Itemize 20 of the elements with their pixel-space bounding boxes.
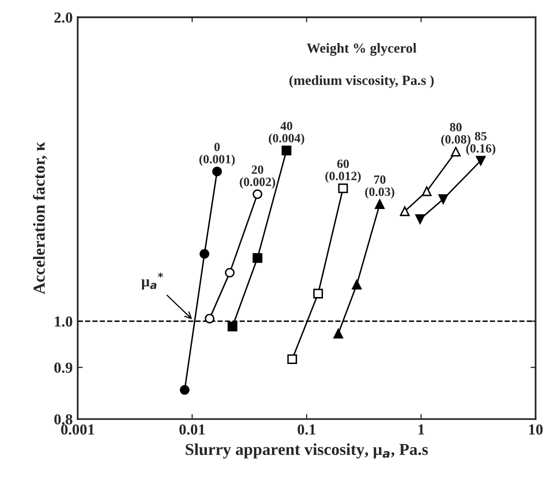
series-label: 0 (0.001) bbox=[199, 142, 235, 166]
x-axis-title: Slurry apparent viscosity, μ$_{a}$, Pa.s bbox=[186, 443, 428, 458]
y-axis-title: Acceleration factor, κ bbox=[32, 142, 48, 294]
series-label: 70 (0.03) bbox=[365, 175, 394, 199]
y-tick-label: 0.9 bbox=[54, 362, 72, 373]
series-label: 60 (0.012) bbox=[325, 160, 361, 183]
series-label: 20 (0.002) bbox=[240, 165, 276, 189]
series-label: 80 (0.08) bbox=[441, 122, 470, 146]
annotation: Weight % glycerol bbox=[306, 43, 416, 56]
series-label: 40 (0.004) bbox=[268, 122, 304, 145]
annotation: μ$_{a}$$^{*}$ bbox=[141, 272, 164, 290]
annotation: (medium viscosity, Pa.s ) bbox=[289, 75, 434, 88]
y-tick-label: 0.8 bbox=[54, 414, 72, 425]
x-tick-label: 1 bbox=[418, 424, 424, 435]
x-tick-label: 0.001 bbox=[61, 424, 94, 435]
y-tick-label: 2.0 bbox=[54, 12, 72, 23]
x-tick-label: 10 bbox=[529, 424, 543, 435]
x-tick-label: 0.01 bbox=[179, 424, 205, 435]
x-tick-label: 0.1 bbox=[298, 424, 316, 435]
y-tick-label: 1.0 bbox=[54, 316, 72, 327]
